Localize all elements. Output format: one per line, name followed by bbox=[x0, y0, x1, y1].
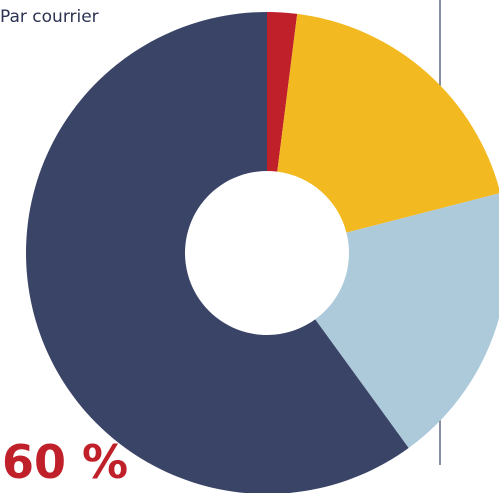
slice bbox=[315, 193, 499, 448]
slice bbox=[26, 12, 409, 493]
slice bbox=[277, 13, 499, 233]
chart-title: Par courrier bbox=[0, 7, 99, 27]
slice bbox=[267, 12, 298, 172]
value-label: 60 % bbox=[2, 435, 128, 489]
slices bbox=[26, 12, 499, 493]
